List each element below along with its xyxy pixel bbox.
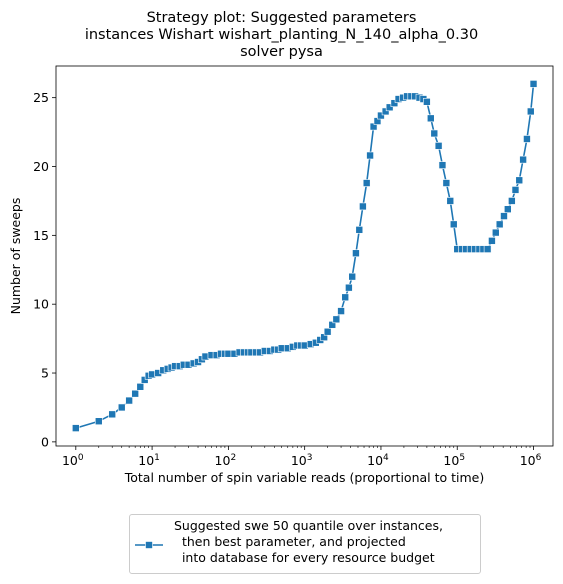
data-point <box>519 155 527 164</box>
data-point <box>488 237 496 245</box>
legend-entry-label: Suggested swe 50 quantile over instances… <box>174 518 443 565</box>
data-point <box>390 99 399 107</box>
data-point <box>140 376 149 384</box>
legend: Suggested swe 50 quantile over instances… <box>129 514 481 574</box>
data-point <box>526 107 535 116</box>
data-point <box>332 315 341 324</box>
data-point <box>125 396 133 405</box>
data-point <box>355 226 364 234</box>
x-tick-label: 102 <box>215 453 237 468</box>
data-point <box>508 197 516 205</box>
data-point <box>529 80 538 88</box>
data-point <box>381 107 390 116</box>
data-point <box>503 205 512 213</box>
data-point <box>94 417 103 426</box>
data-point <box>131 389 139 398</box>
data-point <box>438 161 447 169</box>
data-point <box>423 97 431 106</box>
data-point <box>337 307 345 315</box>
x-tick-label: 103 <box>291 453 313 468</box>
data-point <box>345 283 353 292</box>
data-point <box>369 122 378 131</box>
data-point <box>359 202 367 211</box>
y-tick-label: 25 <box>33 90 49 105</box>
data-point <box>362 179 371 187</box>
data-point <box>483 245 492 253</box>
y-tick-label: 20 <box>33 159 49 174</box>
chart-title-line-2: instances Wishart wishart_planting_N_140… <box>84 27 479 43</box>
data-point <box>446 197 455 205</box>
x-tick-label: 104 <box>367 453 389 468</box>
data-point <box>108 410 117 419</box>
y-tick-label: 0 <box>41 434 49 449</box>
data-point <box>442 179 451 187</box>
x-tick-label: 101 <box>138 453 160 468</box>
y-tick-label: 10 <box>33 297 49 312</box>
y-tick-label: 15 <box>33 228 49 243</box>
chart-title-line-3: solver pysa <box>240 44 323 60</box>
plot-frame <box>55 65 554 447</box>
data-point <box>117 403 126 412</box>
data-point <box>72 424 80 432</box>
data-point <box>434 142 443 150</box>
chart-title-line-1: Strategy plot: Suggested parameters <box>146 10 417 26</box>
data-point <box>430 129 439 138</box>
y-axis-label: Number of sweeps <box>8 198 23 315</box>
data-point <box>449 220 458 229</box>
data-point <box>500 212 508 220</box>
x-tick-label: 105 <box>443 453 465 468</box>
data-point <box>366 151 374 160</box>
data-point <box>328 321 337 329</box>
data-point <box>385 103 394 112</box>
data-point <box>515 176 524 185</box>
data-point <box>511 186 520 194</box>
x-tick-label: 100 <box>62 453 84 468</box>
data-point <box>136 382 145 391</box>
strategy-plot: 100 101 102 103 104 105 106 0 5 10 15 20 25 Total nu… <box>8 65 554 485</box>
data-point <box>495 220 504 229</box>
y-tick-label: 5 <box>41 366 49 381</box>
data-point <box>341 293 350 302</box>
data-point <box>426 114 435 123</box>
data-point <box>348 272 357 281</box>
x-axis-label: Total number of spin variable reads (pro… <box>124 470 485 485</box>
data-point <box>491 228 500 237</box>
data-point <box>377 111 385 120</box>
x-tick-label: 106 <box>520 453 542 468</box>
data-point <box>323 327 332 336</box>
data-point <box>352 249 360 258</box>
legend-marker-line <box>135 541 163 549</box>
data-point <box>523 135 531 143</box>
